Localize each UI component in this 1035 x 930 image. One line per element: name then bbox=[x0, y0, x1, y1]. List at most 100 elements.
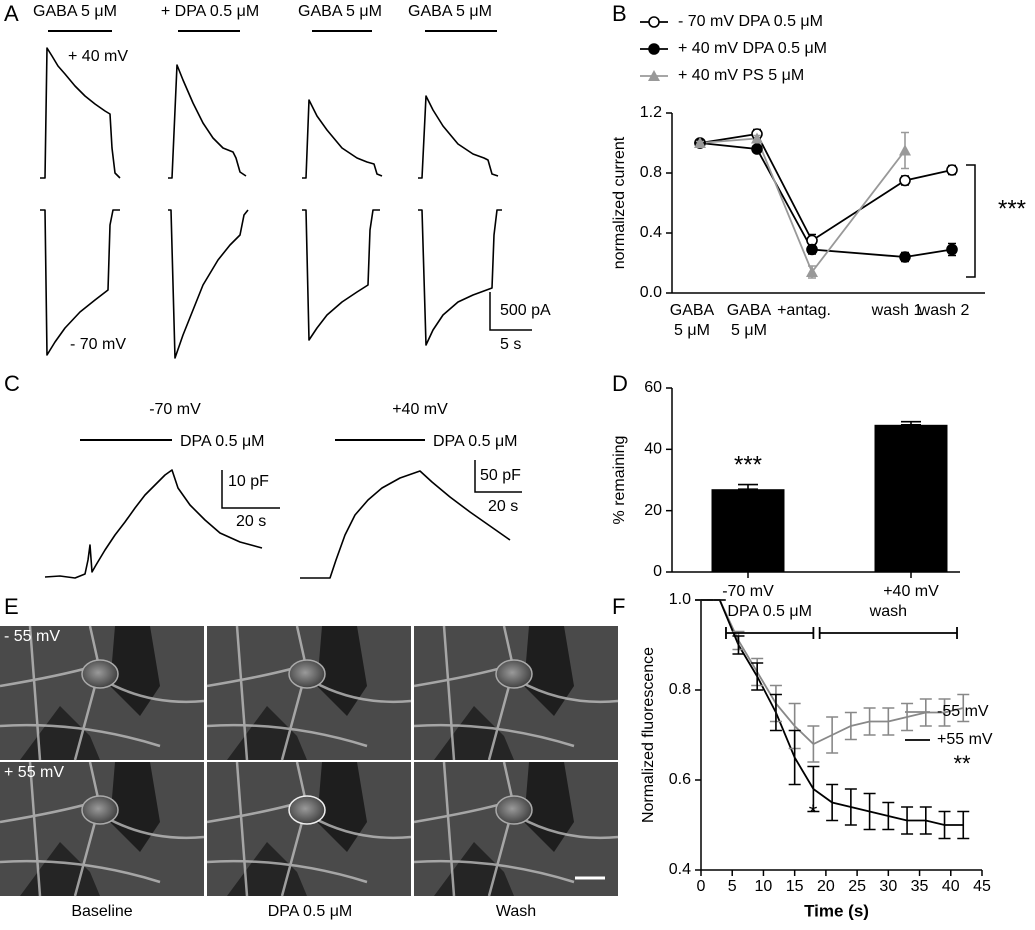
error-bar bbox=[826, 716, 839, 754]
cell-body bbox=[495, 795, 533, 825]
panel-label: A bbox=[4, 1, 19, 26]
x-tick-label: 20 bbox=[817, 878, 835, 895]
drug-label: DPA 0.5 μM bbox=[180, 433, 265, 450]
x-tick-label: 25 bbox=[848, 878, 866, 895]
series-line bbox=[699, 142, 953, 258]
error-bar bbox=[844, 788, 857, 826]
y-axis-label: normalized current bbox=[611, 136, 628, 269]
x-tick-label: GABA 5 μM bbox=[669, 302, 715, 339]
scale-label: 5 s bbox=[500, 336, 521, 353]
y-tick-label: 0.8 bbox=[640, 164, 662, 181]
point bbox=[806, 243, 818, 256]
point bbox=[694, 137, 706, 148]
drug-label: GABA 5 μM bbox=[33, 3, 117, 20]
dark-region bbox=[317, 626, 367, 716]
image-grid bbox=[0, 625, 619, 897]
error-bar bbox=[807, 765, 820, 813]
capacitance-trace bbox=[300, 470, 511, 579]
point bbox=[946, 243, 958, 256]
neurites bbox=[413, 761, 619, 897]
y-tick-label: 40 bbox=[644, 441, 662, 458]
cell-body bbox=[81, 659, 119, 689]
scale-label: 50 pF bbox=[480, 467, 521, 484]
point bbox=[899, 174, 911, 187]
error-bar bbox=[826, 783, 839, 822]
point bbox=[751, 143, 763, 155]
y-tick-label: 0.8 bbox=[669, 681, 691, 698]
neurites bbox=[0, 761, 205, 897]
column-label: DPA 0.5 μM bbox=[268, 903, 353, 920]
dark-region bbox=[524, 626, 574, 716]
neurites bbox=[413, 625, 619, 761]
bar bbox=[711, 489, 785, 572]
point bbox=[648, 16, 660, 28]
error-bar bbox=[938, 810, 951, 840]
x-tick-label: -70 mV bbox=[722, 583, 774, 600]
point bbox=[648, 70, 660, 81]
x-tick-label: 40 bbox=[942, 878, 960, 895]
legend-label: + 40 mV DPA 0.5 μM bbox=[678, 40, 827, 57]
error-bar bbox=[788, 729, 801, 786]
panel-label: F bbox=[612, 594, 625, 619]
drug-label: + DPA 0.5 μM bbox=[161, 3, 259, 20]
scale-label: 20 s bbox=[236, 513, 266, 530]
span-label: wash bbox=[869, 603, 907, 620]
error-bar bbox=[901, 702, 914, 732]
error-bar bbox=[769, 693, 782, 732]
dark-region bbox=[524, 762, 574, 852]
x-tick-label: +antag. bbox=[777, 302, 831, 319]
point bbox=[648, 43, 660, 55]
cell-body bbox=[495, 659, 533, 689]
scale-bar bbox=[474, 460, 522, 493]
panel-label: D bbox=[612, 371, 628, 396]
x-tick-label: 10 bbox=[755, 878, 773, 895]
panel-label: B bbox=[612, 1, 627, 26]
error-bar bbox=[844, 711, 857, 741]
neurites bbox=[0, 625, 205, 761]
span-label: DPA 0.5 μM bbox=[727, 603, 812, 620]
current-traces bbox=[40, 47, 502, 359]
x-tick-label: 0 bbox=[697, 878, 706, 895]
y-axis-label: % remaining bbox=[611, 436, 628, 525]
error-bar bbox=[957, 810, 970, 840]
point bbox=[806, 266, 818, 277]
scale-bar bbox=[221, 470, 280, 509]
y-tick-label: 0.4 bbox=[640, 224, 662, 241]
error-bar bbox=[738, 483, 758, 490]
neurites bbox=[206, 625, 412, 761]
voltage-label: + 40 mV bbox=[68, 48, 128, 65]
annotation: *** bbox=[734, 451, 762, 478]
x-tick-label: +40 mV bbox=[883, 583, 939, 600]
capacitance-trace bbox=[44, 469, 263, 579]
scale-label: 500 pA bbox=[500, 302, 551, 319]
row-label: + 55 mV bbox=[4, 764, 64, 781]
annotation: ** bbox=[953, 751, 971, 776]
x-tick-label: wash 1 bbox=[871, 302, 923, 319]
x-tick-label: 45 bbox=[973, 878, 991, 895]
x-axis-label: Time (s) bbox=[804, 901, 869, 920]
x-tick-label: 35 bbox=[911, 878, 929, 895]
voltage-label: +40 mV bbox=[392, 401, 448, 418]
error-bar bbox=[863, 707, 876, 736]
y-tick-label: 1.2 bbox=[640, 104, 662, 121]
span-bar bbox=[725, 627, 815, 639]
panel-label: E bbox=[4, 594, 19, 619]
significance-bracket bbox=[966, 164, 976, 278]
drug-label: GABA 5 μM bbox=[408, 3, 492, 20]
error-bar bbox=[901, 420, 921, 426]
error-bar bbox=[807, 725, 820, 763]
y-tick-label: 1.0 bbox=[669, 591, 691, 608]
cell-body bbox=[288, 659, 326, 689]
error-bar bbox=[957, 693, 970, 723]
point bbox=[899, 251, 911, 263]
legend-label: +55 mV bbox=[937, 731, 993, 748]
y-tick-label: 0 bbox=[653, 563, 662, 580]
y-tick-label: 0.6 bbox=[669, 771, 691, 788]
annotation: * bbox=[809, 800, 818, 825]
x-tick-label: wash 2 bbox=[918, 302, 970, 319]
error-bar bbox=[938, 698, 951, 727]
span-bar bbox=[818, 627, 958, 639]
row-label: - 55 mV bbox=[4, 628, 60, 645]
voltage-label: -70 mV bbox=[149, 401, 201, 418]
